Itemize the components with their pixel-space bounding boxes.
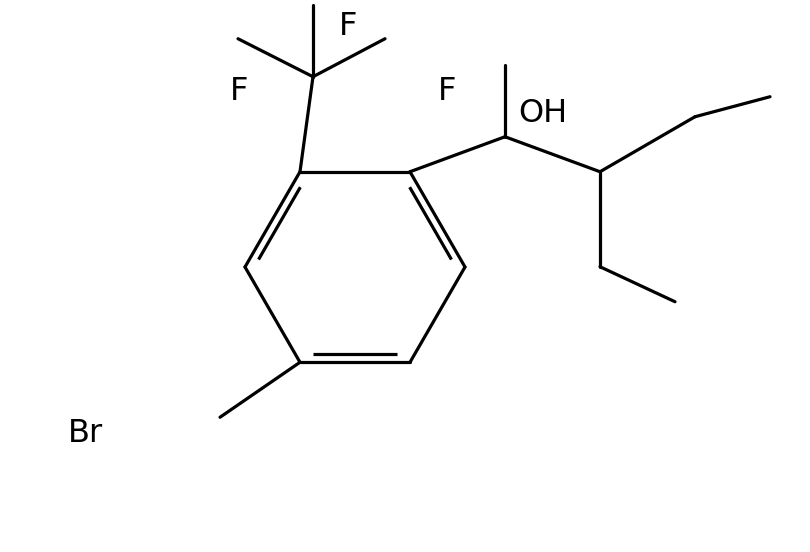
Text: OH: OH (518, 98, 567, 129)
Text: Br: Br (68, 418, 103, 449)
Text: F: F (229, 77, 248, 108)
Text: F: F (339, 11, 357, 42)
Text: F: F (438, 77, 456, 108)
